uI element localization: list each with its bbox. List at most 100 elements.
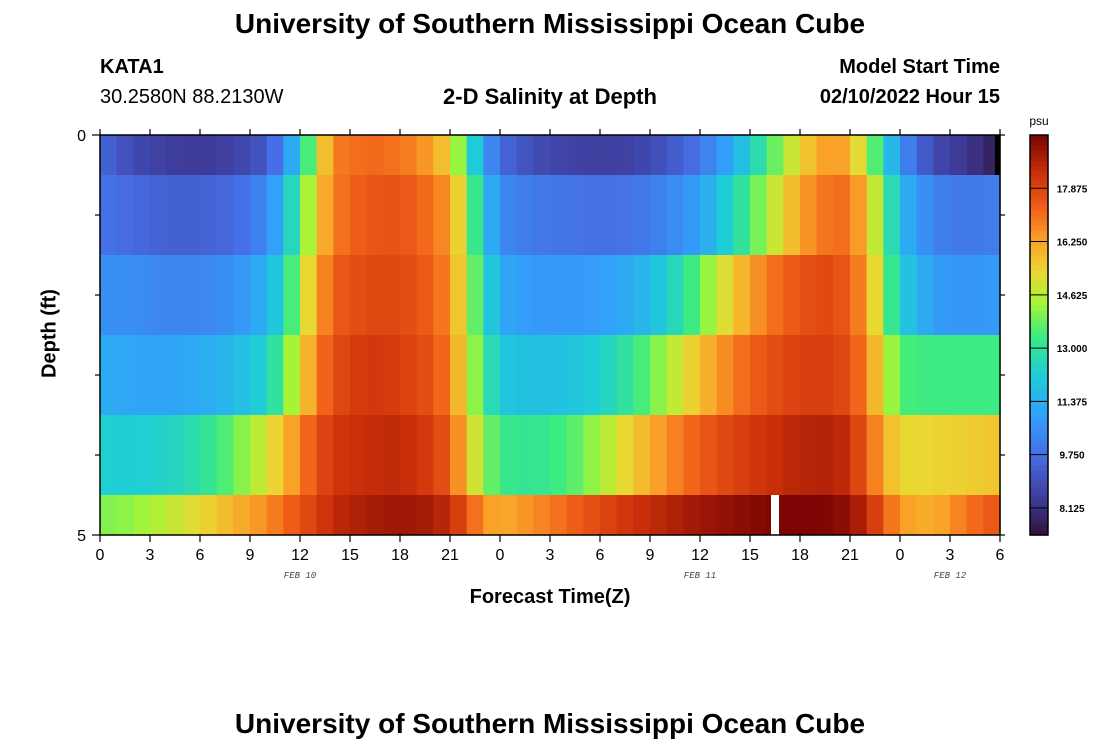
colorbar-segment [1030,195,1048,201]
heatmap-cell [216,175,234,255]
colorbar-segment [1030,135,1048,141]
heatmap-cell [433,415,451,495]
heatmap-cell [716,255,734,335]
heatmap-cell [900,255,918,335]
heatmap-cell [850,335,868,415]
heatmap-cell [383,495,401,535]
heatmap-cell [783,135,801,175]
heatmap-cell [166,415,184,495]
colorbar-segment [1030,475,1048,481]
heatmap-cell [233,175,251,255]
x-tick-label: 0 [496,547,505,564]
colorbar-segment [1030,165,1048,171]
heatmap-cell [333,335,351,415]
colorbar-segment [1030,480,1048,486]
heatmap-cell [800,415,818,495]
heatmap-cell [633,175,651,255]
colorbar-segment [1030,175,1048,181]
heatmap-cell [366,255,384,335]
heatmap-cell [433,495,451,535]
heatmap-cell [200,255,218,335]
heatmap-cell [900,495,918,535]
heatmap-cell [266,495,284,535]
colorbar-tick-label: 9.750 [1059,451,1084,462]
heatmap-cell [416,495,434,535]
colorbar-segment [1030,455,1048,461]
colorbar-segment [1030,490,1048,496]
heatmap-cell [166,255,184,335]
heatmap-cell [616,175,634,255]
colorbar-segment [1030,245,1048,251]
heatmap-cell [416,255,434,335]
heatmap-cell [750,255,768,335]
heatmap-cell [550,415,568,495]
heatmap-cell [416,415,434,495]
colorbar-segment [1030,145,1048,151]
heatmap-cell [950,495,968,535]
heatmap-cell [433,175,451,255]
colorbar-segment [1030,270,1048,276]
salinity-chart: 0 3 6 9 12 15 18 21 0 3 6 9 12 15 18 21 0 3 6 FEB 10 FEB 11 F… [77,114,1088,581]
heatmap-cell [316,135,334,175]
heatmap-cell [500,255,518,335]
heatmap-cell [683,255,701,335]
heatmap-cell [983,415,1001,495]
heatmap-cell [666,255,684,335]
heatmap-cell [600,175,618,255]
heatmap-cell [250,495,268,535]
heatmap-cell [150,335,168,415]
colorbar-unit: psu [1029,114,1048,128]
colorbar-segment [1030,295,1048,301]
heatmap-cell [450,135,468,175]
heatmap-cell [600,135,618,175]
heatmap-cell [766,335,784,415]
colorbar-segment [1030,215,1048,221]
colorbar-segment [1030,365,1048,371]
edge-marker [995,135,1000,175]
heatmap-cell [416,175,434,255]
heatmap-cell [416,335,434,415]
heatmap-cell [866,175,884,255]
heatmap-cell [133,415,151,495]
heatmap-cell [950,335,968,415]
heatmap-cell [766,135,784,175]
heatmap-cell [833,255,851,335]
x-tick-label: 0 [896,547,905,564]
heatmap-cell [666,135,684,175]
heatmap-cell [350,335,368,415]
heatmap-cell [966,495,984,535]
colorbar-tick-label: 8.125 [1059,504,1084,515]
heatmap-cell [900,335,918,415]
heatmap-cell [800,255,818,335]
heatmap-cell [283,135,301,175]
heatmap-cell [916,335,934,415]
heatmap-cell [100,175,118,255]
heatmap-cell [716,175,734,255]
colorbar-segment [1030,160,1048,166]
heatmap-cell [116,415,134,495]
heatmap-cell [566,135,584,175]
heatmap-cell [816,415,834,495]
heatmap-cell [550,335,568,415]
heatmap-cell [583,255,601,335]
colorbar-segment [1030,310,1048,316]
heatmap-cell [583,415,601,495]
heatmap-cell [283,495,301,535]
heatmap-cell [233,135,251,175]
heatmap-cell [666,495,684,535]
colorbar-segment [1030,430,1048,436]
heatmap-cell [966,175,984,255]
heatmap-cell [333,415,351,495]
heatmap-cell [616,415,634,495]
heatmap-cell [733,175,751,255]
heatmap-cell [816,175,834,255]
heatmap-cell [450,335,468,415]
heatmap-cell [616,255,634,335]
heatmap-cell [250,175,268,255]
colorbar-segment [1030,320,1048,326]
heatmap-cell [516,495,534,535]
colorbar-segment [1030,470,1048,476]
heatmap-cell [900,175,918,255]
colorbar-segment [1030,525,1048,531]
heatmap-cell [116,135,134,175]
